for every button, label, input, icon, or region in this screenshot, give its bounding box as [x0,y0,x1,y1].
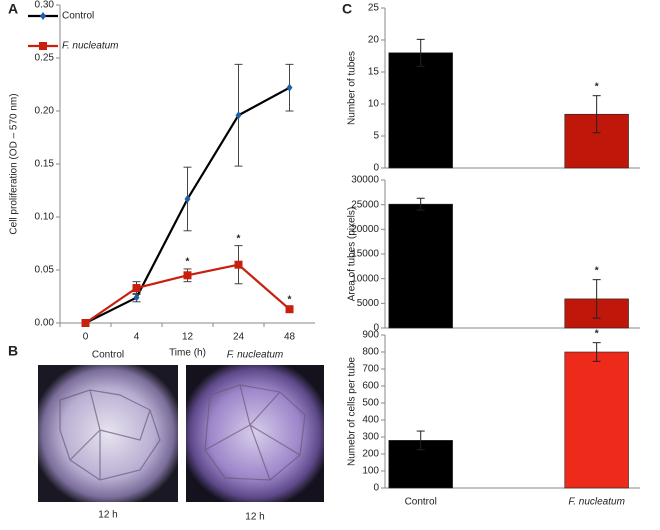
image-caption: 12 h [245,512,264,523]
point [235,111,242,120]
y-tick-label: 200 [362,449,379,460]
image-title: Control [92,350,124,361]
y-tick-label: 0.15 [35,159,55,170]
y-axis-label: Number of tubes [347,51,358,125]
y-axis-label: Area of tubes (pixels) [347,207,358,302]
point [183,271,192,280]
y-tick-label: 600 [362,381,379,392]
y-tick-label: 5 [373,131,379,142]
legend-marker [39,42,47,50]
significance: * [595,265,599,276]
y-tick-label: 0.00 [35,318,55,329]
y-tick-label: 15 [368,67,380,78]
point [285,305,294,314]
y-tick-label: 15000 [351,249,379,260]
point [81,319,90,327]
significance: * [595,81,599,92]
point [132,284,141,293]
y-tick-label: 500 [362,398,379,409]
x-tick-label: 24 [233,332,245,343]
bar [388,52,453,169]
y-tick-label: 0.10 [35,212,55,223]
micrograph [38,365,178,502]
significance: * [186,257,190,268]
tube-network [59,384,306,481]
y-tick-label: 100 [362,466,379,477]
legend-label: F. nucleatum [62,41,119,52]
y-tick-label: 20 [368,35,380,46]
y-tick-label: 700 [362,364,379,375]
y-tick-label: 10000 [351,273,379,284]
panel-label: A [8,1,18,17]
significance: * [237,233,241,244]
legend-label: Control [62,11,94,22]
significance: * [288,295,292,306]
point [286,83,293,92]
bar [564,351,629,489]
y-axis-label: Numebr of cells per tube [347,357,358,466]
y-tick-label: 900 [362,330,379,341]
x-tick-label: 4 [134,332,140,343]
panel-label: B [8,343,18,359]
y-tick-label: 25 [368,3,380,14]
x-tick-label: 12 [182,332,194,343]
y-tick-label: 20000 [351,224,379,235]
y-tick-label: 0.20 [35,106,55,117]
x-tick-label: Control [405,497,437,508]
point [234,260,243,269]
y-tick-label: 0 [373,163,379,174]
y-tick-label: 30000 [351,175,379,186]
y-axis-label: Cell proliferation (OD – 570 nm) [9,93,20,234]
y-tick-label: 25000 [351,199,379,210]
y-tick-label: 0.25 [35,53,55,64]
x-axis-label: Time (h) [169,348,206,359]
y-tick-label: 0 [373,483,379,494]
x-tick-label: 48 [284,332,296,343]
y-tick-label: 5000 [357,298,380,309]
point [133,293,140,302]
point [184,194,191,203]
image-title: F. nucleatum [227,350,284,361]
image-caption: 12 h [98,510,117,521]
y-tick-label: 300 [362,432,379,443]
y-tick-label: 0.30 [35,0,55,11]
bar [388,203,453,329]
y-tick-label: 10 [368,99,380,110]
y-tick-label: 800 [362,347,379,358]
legend-marker [40,12,46,20]
panel-label: C [342,1,352,17]
significance: * [595,328,599,339]
y-tick-label: 0 [373,323,379,334]
y-tick-label: 0.05 [35,265,55,276]
y-tick-label: 400 [362,415,379,426]
x-tick-label: 0 [83,332,89,343]
x-tick-label: F. nucleatum [568,497,625,508]
